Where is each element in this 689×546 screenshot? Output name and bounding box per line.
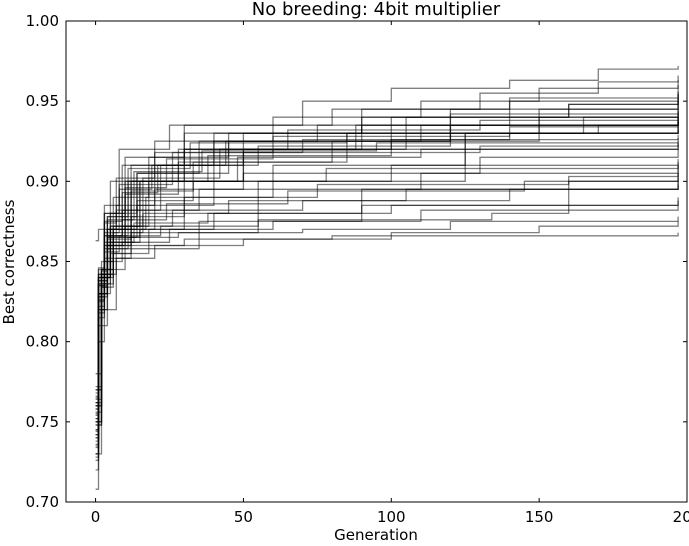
y-tick-label: 0.80 [26, 333, 59, 351]
y-tick-label: 0.90 [26, 172, 59, 190]
x-tick-label: 0 [91, 508, 101, 526]
series-line-44 [95, 165, 679, 404]
x-tick-label: 50 [234, 508, 253, 526]
y-axis-label: Best correctness [0, 199, 18, 324]
series-line-37 [95, 221, 679, 455]
x-tick-label: 150 [525, 508, 554, 526]
y-tick-label: 0.75 [26, 413, 59, 431]
series-line-25 [95, 101, 679, 455]
series-line-41 [95, 85, 679, 423]
series-line-19 [95, 123, 679, 397]
x-tick-label: 200 [673, 508, 689, 526]
x-axis-label: Generation [334, 526, 418, 544]
series-line-35 [95, 205, 679, 461]
series-line-45 [95, 117, 679, 242]
y-tick-label: 0.95 [26, 92, 59, 110]
x-axis-ticks: 0 50 100 150 200 [91, 21, 689, 526]
y-axis-ticks: 0.70 0.75 0.80 0.85 0.90 0.95 1.00 [26, 12, 687, 511]
y-tick-label: 0.70 [26, 493, 59, 511]
series-line-42 [95, 149, 679, 399]
chart-title: No breeding: 4bit multiplier [252, 0, 501, 20]
x-tick-label: 100 [377, 508, 406, 526]
y-tick-label: 1.00 [26, 12, 59, 30]
series-lines [95, 65, 679, 490]
y-tick-label: 0.85 [26, 253, 59, 271]
